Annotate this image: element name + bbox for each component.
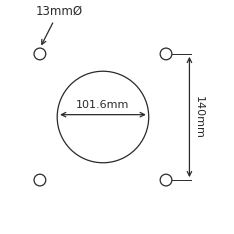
Text: 101.6mm: 101.6mm — [76, 100, 130, 110]
Text: 140mm: 140mm — [194, 95, 204, 139]
Text: 13mmØ: 13mmØ — [35, 5, 82, 44]
